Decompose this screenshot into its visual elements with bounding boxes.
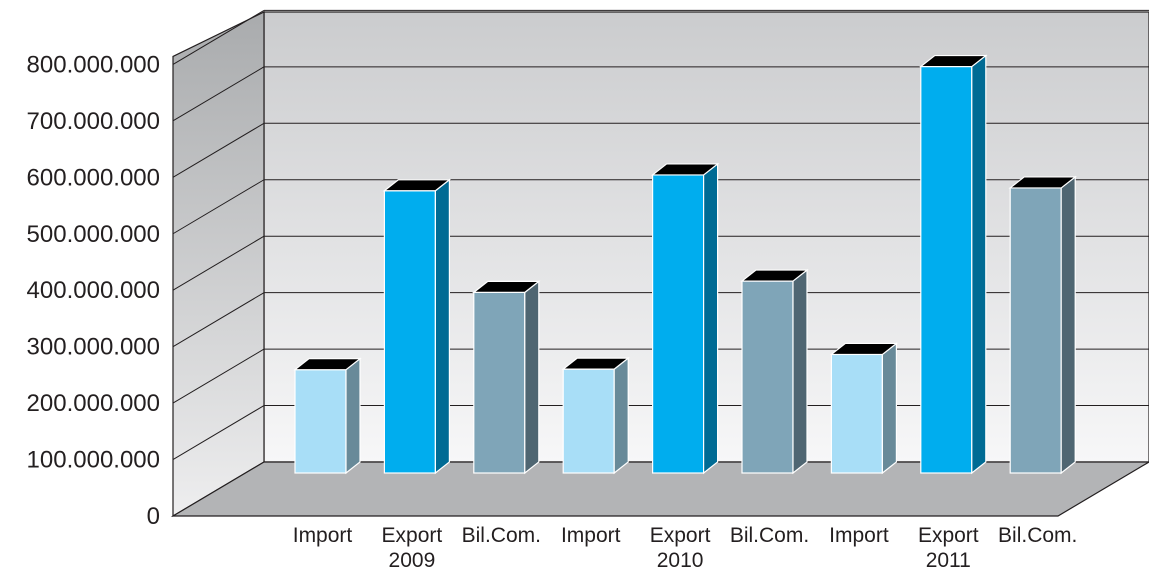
bar-export-7 bbox=[919, 54, 988, 475]
bar-front bbox=[562, 368, 615, 474]
bar-front bbox=[741, 280, 794, 474]
bar-top bbox=[382, 179, 452, 192]
y-tick-label: 500.000.000 bbox=[27, 221, 160, 248]
y-tick-label: 0 bbox=[147, 503, 160, 530]
y-tick-label: 300.000.000 bbox=[27, 334, 160, 361]
bars bbox=[293, 54, 1077, 475]
y-tick-label: 700.000.000 bbox=[27, 108, 160, 135]
bar-top bbox=[293, 358, 362, 371]
gridline-side bbox=[172, 122, 265, 178]
bar-front bbox=[1009, 187, 1062, 474]
bar-front bbox=[920, 65, 973, 474]
bar-top bbox=[1008, 176, 1077, 189]
x-tick-label: Bil.Com. bbox=[998, 524, 1077, 547]
x-tick-label: Import bbox=[561, 524, 621, 547]
y-tick-label: 800.000.000 bbox=[27, 51, 160, 78]
x-group-label: 2009 bbox=[389, 549, 436, 571]
bar-export-4 bbox=[650, 162, 720, 475]
gridline-side bbox=[172, 9, 265, 65]
bar-bilcom-5 bbox=[740, 268, 809, 475]
gridline-side bbox=[172, 235, 265, 291]
bar-top bbox=[561, 357, 630, 370]
x-group-label: 2010 bbox=[657, 549, 704, 571]
bar-side bbox=[345, 357, 361, 475]
bar-front bbox=[383, 190, 436, 474]
bar-top bbox=[829, 342, 899, 356]
x-group-label: 2011 bbox=[926, 549, 971, 571]
x-tick-label: Import bbox=[293, 524, 353, 547]
bar-top bbox=[650, 163, 720, 176]
bar-import-0 bbox=[293, 357, 362, 475]
bar-front bbox=[294, 369, 347, 474]
floor bbox=[170, 461, 1149, 517]
y-tick-label: 600.000.000 bbox=[27, 164, 160, 191]
x-tick-label: Export bbox=[650, 524, 711, 547]
bar-top bbox=[472, 280, 541, 293]
gridline-side bbox=[172, 66, 265, 122]
bar-side bbox=[1060, 175, 1076, 475]
bar-top bbox=[740, 269, 809, 282]
bar-import-6 bbox=[829, 342, 899, 475]
y-axis-ticks: 0 100.000.000 200.000.000 300.000.000 400.00… bbox=[27, 51, 160, 530]
gridline-side bbox=[172, 179, 265, 235]
y-tick-label: 100.000.000 bbox=[27, 447, 160, 474]
bar-side bbox=[792, 268, 808, 475]
gridline-side bbox=[172, 292, 265, 348]
bar-bilcom-8 bbox=[1008, 175, 1077, 475]
gridline-side bbox=[172, 348, 265, 404]
y-tick-label: 200.000.000 bbox=[27, 390, 160, 417]
x-tick-label: Bil.Com. bbox=[462, 524, 541, 547]
x-tick-label: Export bbox=[918, 524, 979, 547]
bar-side bbox=[524, 280, 540, 475]
x-tick-label: Export bbox=[382, 524, 443, 547]
y-tick-label: 400.000.000 bbox=[27, 277, 160, 304]
bar-side bbox=[881, 342, 898, 475]
bar-side bbox=[613, 356, 629, 475]
bar-front bbox=[830, 353, 884, 474]
x-tick-label: Bil.Com. bbox=[730, 524, 809, 547]
bar-front bbox=[651, 174, 705, 474]
bar-top bbox=[919, 54, 988, 68]
bar-side bbox=[971, 54, 987, 475]
bar-export-1 bbox=[382, 178, 452, 475]
bar-import-3 bbox=[561, 356, 630, 475]
bar-side bbox=[702, 162, 719, 475]
bar-side bbox=[434, 178, 450, 475]
x-tick-label: Import bbox=[829, 524, 889, 547]
bar-front bbox=[473, 291, 526, 474]
gridline-side bbox=[172, 405, 265, 460]
bar-bilcom-2 bbox=[472, 280, 541, 475]
side-wall bbox=[172, 11, 265, 518]
